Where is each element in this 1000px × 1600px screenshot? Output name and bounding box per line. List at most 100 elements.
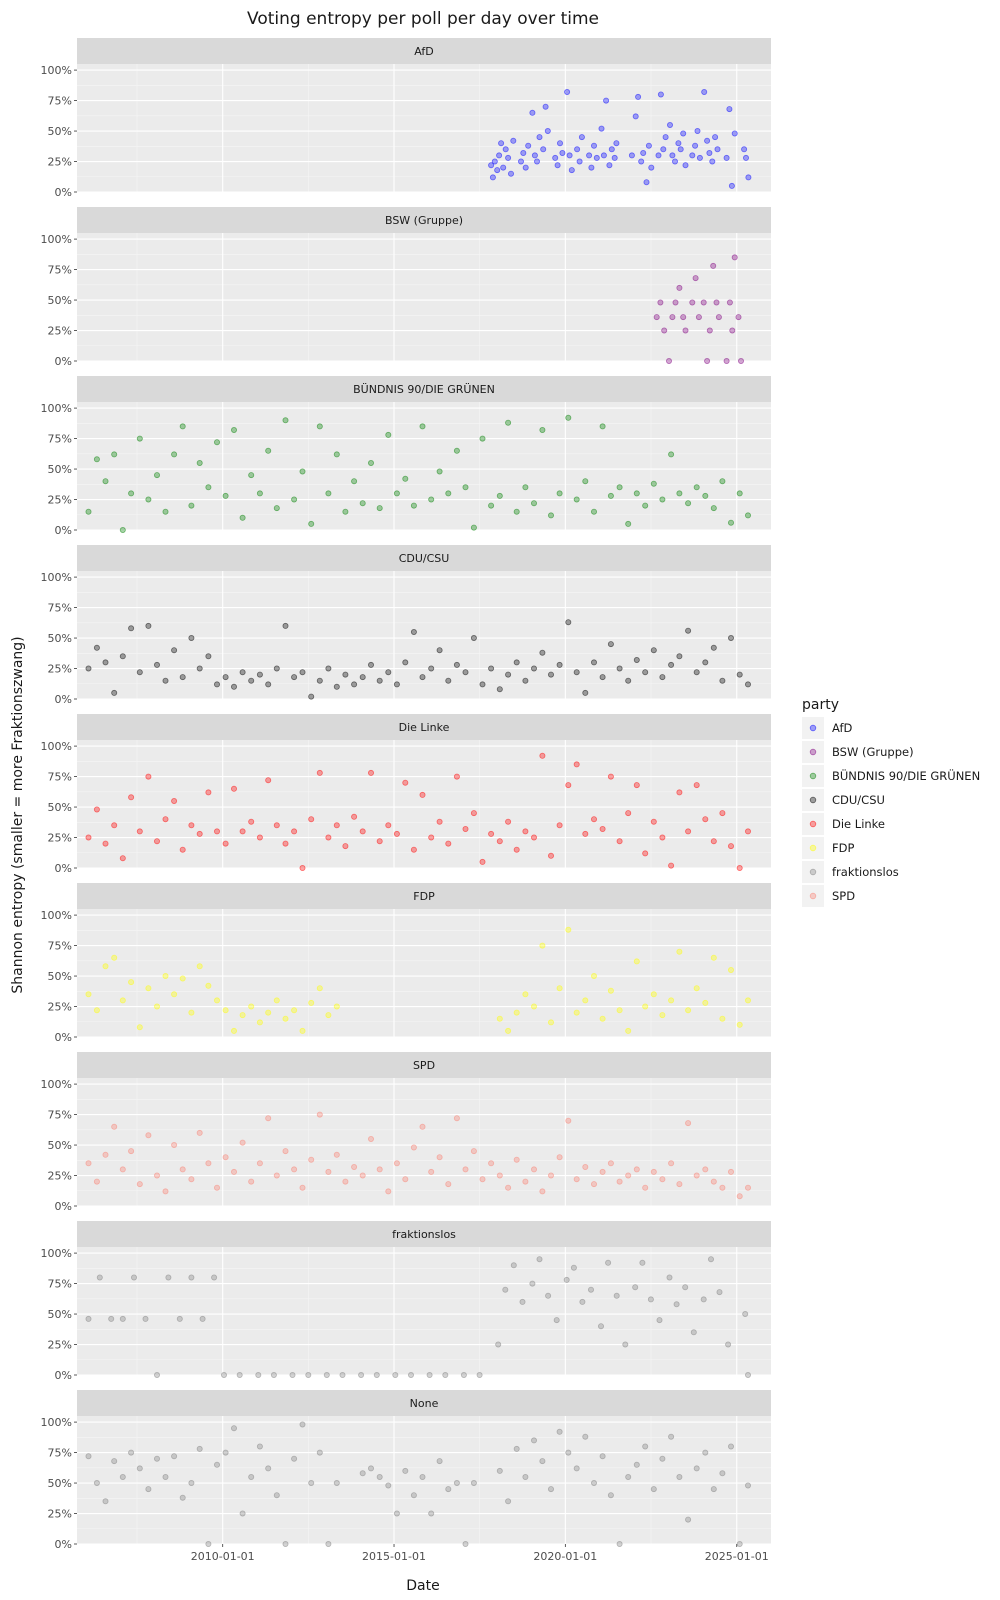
data-point <box>714 146 721 153</box>
y-tick-label: 0% <box>55 1538 72 1551</box>
data-point <box>566 152 573 159</box>
legend-label: CDU/CSU <box>832 793 885 807</box>
y-tick-label: 0% <box>55 693 72 706</box>
data-point <box>706 327 713 334</box>
data-point <box>119 1474 126 1481</box>
y-tick-label: 0% <box>55 1369 72 1382</box>
data-point <box>591 1181 598 1188</box>
data-point <box>211 1274 218 1281</box>
data-point <box>436 1458 443 1465</box>
data-point <box>248 1474 255 1481</box>
data-point <box>522 1178 529 1185</box>
data-point <box>673 1301 680 1308</box>
data-point <box>479 681 486 688</box>
data-point <box>582 478 589 485</box>
y-tick-label: 25% <box>48 832 72 845</box>
y-tick-label: 100% <box>41 1247 72 1260</box>
data-point <box>479 858 486 865</box>
data-point <box>119 855 126 862</box>
data-point <box>708 1256 715 1263</box>
data-point <box>682 162 689 169</box>
y-tick-label: 75% <box>48 264 72 277</box>
legend-key <box>802 813 824 835</box>
data-point <box>591 659 598 666</box>
data-point <box>677 146 684 153</box>
data-point <box>693 782 700 789</box>
data-point <box>633 782 640 789</box>
data-point <box>529 1280 536 1287</box>
data-point <box>502 146 509 153</box>
facet-strip <box>77 1390 771 1416</box>
panel-background <box>77 1247 771 1375</box>
facet-strip <box>77 207 771 233</box>
data-point <box>205 1541 212 1548</box>
data-point <box>745 828 752 835</box>
data-point <box>582 1433 589 1440</box>
data-point <box>657 299 664 306</box>
legend-label: Die Linke <box>832 817 885 831</box>
facet-label: Die Linke <box>399 721 450 734</box>
facet-label: SPD <box>413 1059 435 1072</box>
data-point <box>367 1465 374 1472</box>
data-point <box>668 1433 675 1440</box>
data-point <box>728 967 735 974</box>
data-point <box>376 1474 383 1481</box>
facet-strip <box>77 38 771 64</box>
data-point <box>653 314 660 321</box>
data-point <box>716 1289 723 1296</box>
data-point <box>176 1315 183 1322</box>
data-point <box>565 926 572 933</box>
data-point <box>556 490 563 497</box>
data-point <box>655 152 662 159</box>
data-point <box>666 357 673 364</box>
y-tick-label: 25% <box>48 663 72 676</box>
data-point <box>642 502 649 509</box>
legend-label: SPD <box>832 889 855 903</box>
data-point <box>333 1003 340 1010</box>
data-point <box>540 146 547 153</box>
data-point <box>622 1341 629 1348</box>
data-point <box>539 649 546 656</box>
data-point <box>188 635 195 642</box>
legend-marker <box>809 748 817 756</box>
data-point <box>236 1372 243 1379</box>
data-point <box>205 653 212 660</box>
data-point <box>680 314 687 321</box>
data-point <box>248 1003 255 1010</box>
data-point <box>510 137 517 144</box>
data-point <box>728 182 735 189</box>
data-point <box>325 1012 332 1019</box>
data-point <box>402 1467 409 1474</box>
data-point <box>291 1166 298 1173</box>
data-point <box>359 828 366 835</box>
data-point <box>213 439 220 446</box>
data-point <box>479 1176 486 1183</box>
data-point <box>179 1166 186 1173</box>
data-point <box>373 1372 380 1379</box>
y-tick-label: 100% <box>41 571 72 584</box>
data-point <box>385 1188 392 1195</box>
data-point <box>638 158 645 165</box>
data-point <box>222 1449 229 1456</box>
data-point <box>308 1480 315 1487</box>
data-point <box>445 1486 452 1493</box>
data-point <box>741 146 748 153</box>
data-point <box>392 1372 399 1379</box>
data-point <box>680 130 687 137</box>
y-tick-label: 100% <box>41 1078 72 1091</box>
data-point <box>239 669 246 676</box>
data-point <box>650 1168 657 1175</box>
data-point <box>256 490 263 497</box>
data-point <box>573 1465 580 1472</box>
data-point <box>196 963 203 970</box>
data-point <box>316 1111 323 1118</box>
data-point <box>736 671 743 678</box>
data-point <box>522 677 529 684</box>
legend-title: party <box>802 697 839 713</box>
data-point <box>662 134 669 141</box>
data-point <box>676 490 683 497</box>
data-point <box>213 1184 220 1191</box>
data-point <box>445 1181 452 1188</box>
data-point <box>376 505 383 512</box>
data-point <box>498 140 505 147</box>
